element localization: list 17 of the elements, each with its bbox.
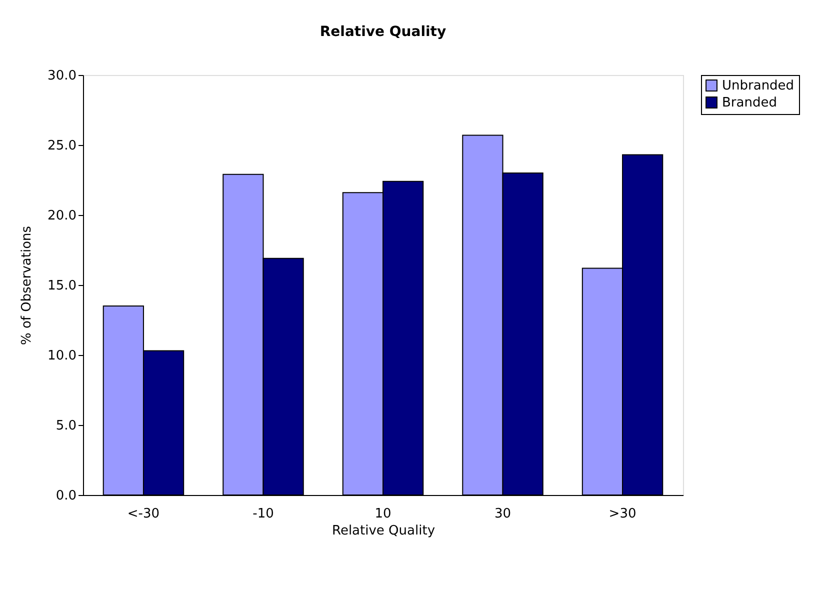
x-tick-label: 10	[374, 506, 392, 522]
x-axis-title: Relative Quality	[332, 524, 436, 538]
y-axis-title: % of Observations	[20, 226, 35, 346]
y-tick-label: 25.0	[48, 138, 76, 154]
x-tick-label: -10	[252, 506, 274, 522]
y-tick-label: 5.0	[56, 418, 76, 434]
y-tick-label: 15.0	[48, 278, 76, 294]
x-tick-label: 30	[494, 506, 512, 522]
y-tick-label: 0.0	[56, 488, 76, 504]
y-tick-label: 10.0	[48, 348, 76, 364]
legend-label: Branded	[722, 96, 777, 110]
y-tick-label: 30.0	[48, 68, 76, 84]
x-tick-label: >30	[608, 506, 636, 522]
legend-label: Unbranded	[722, 78, 794, 94]
x-tick-label: <-30	[127, 506, 160, 522]
chart-title: Relative Quality	[320, 24, 446, 40]
y-tick-label: 20.0	[48, 208, 76, 224]
